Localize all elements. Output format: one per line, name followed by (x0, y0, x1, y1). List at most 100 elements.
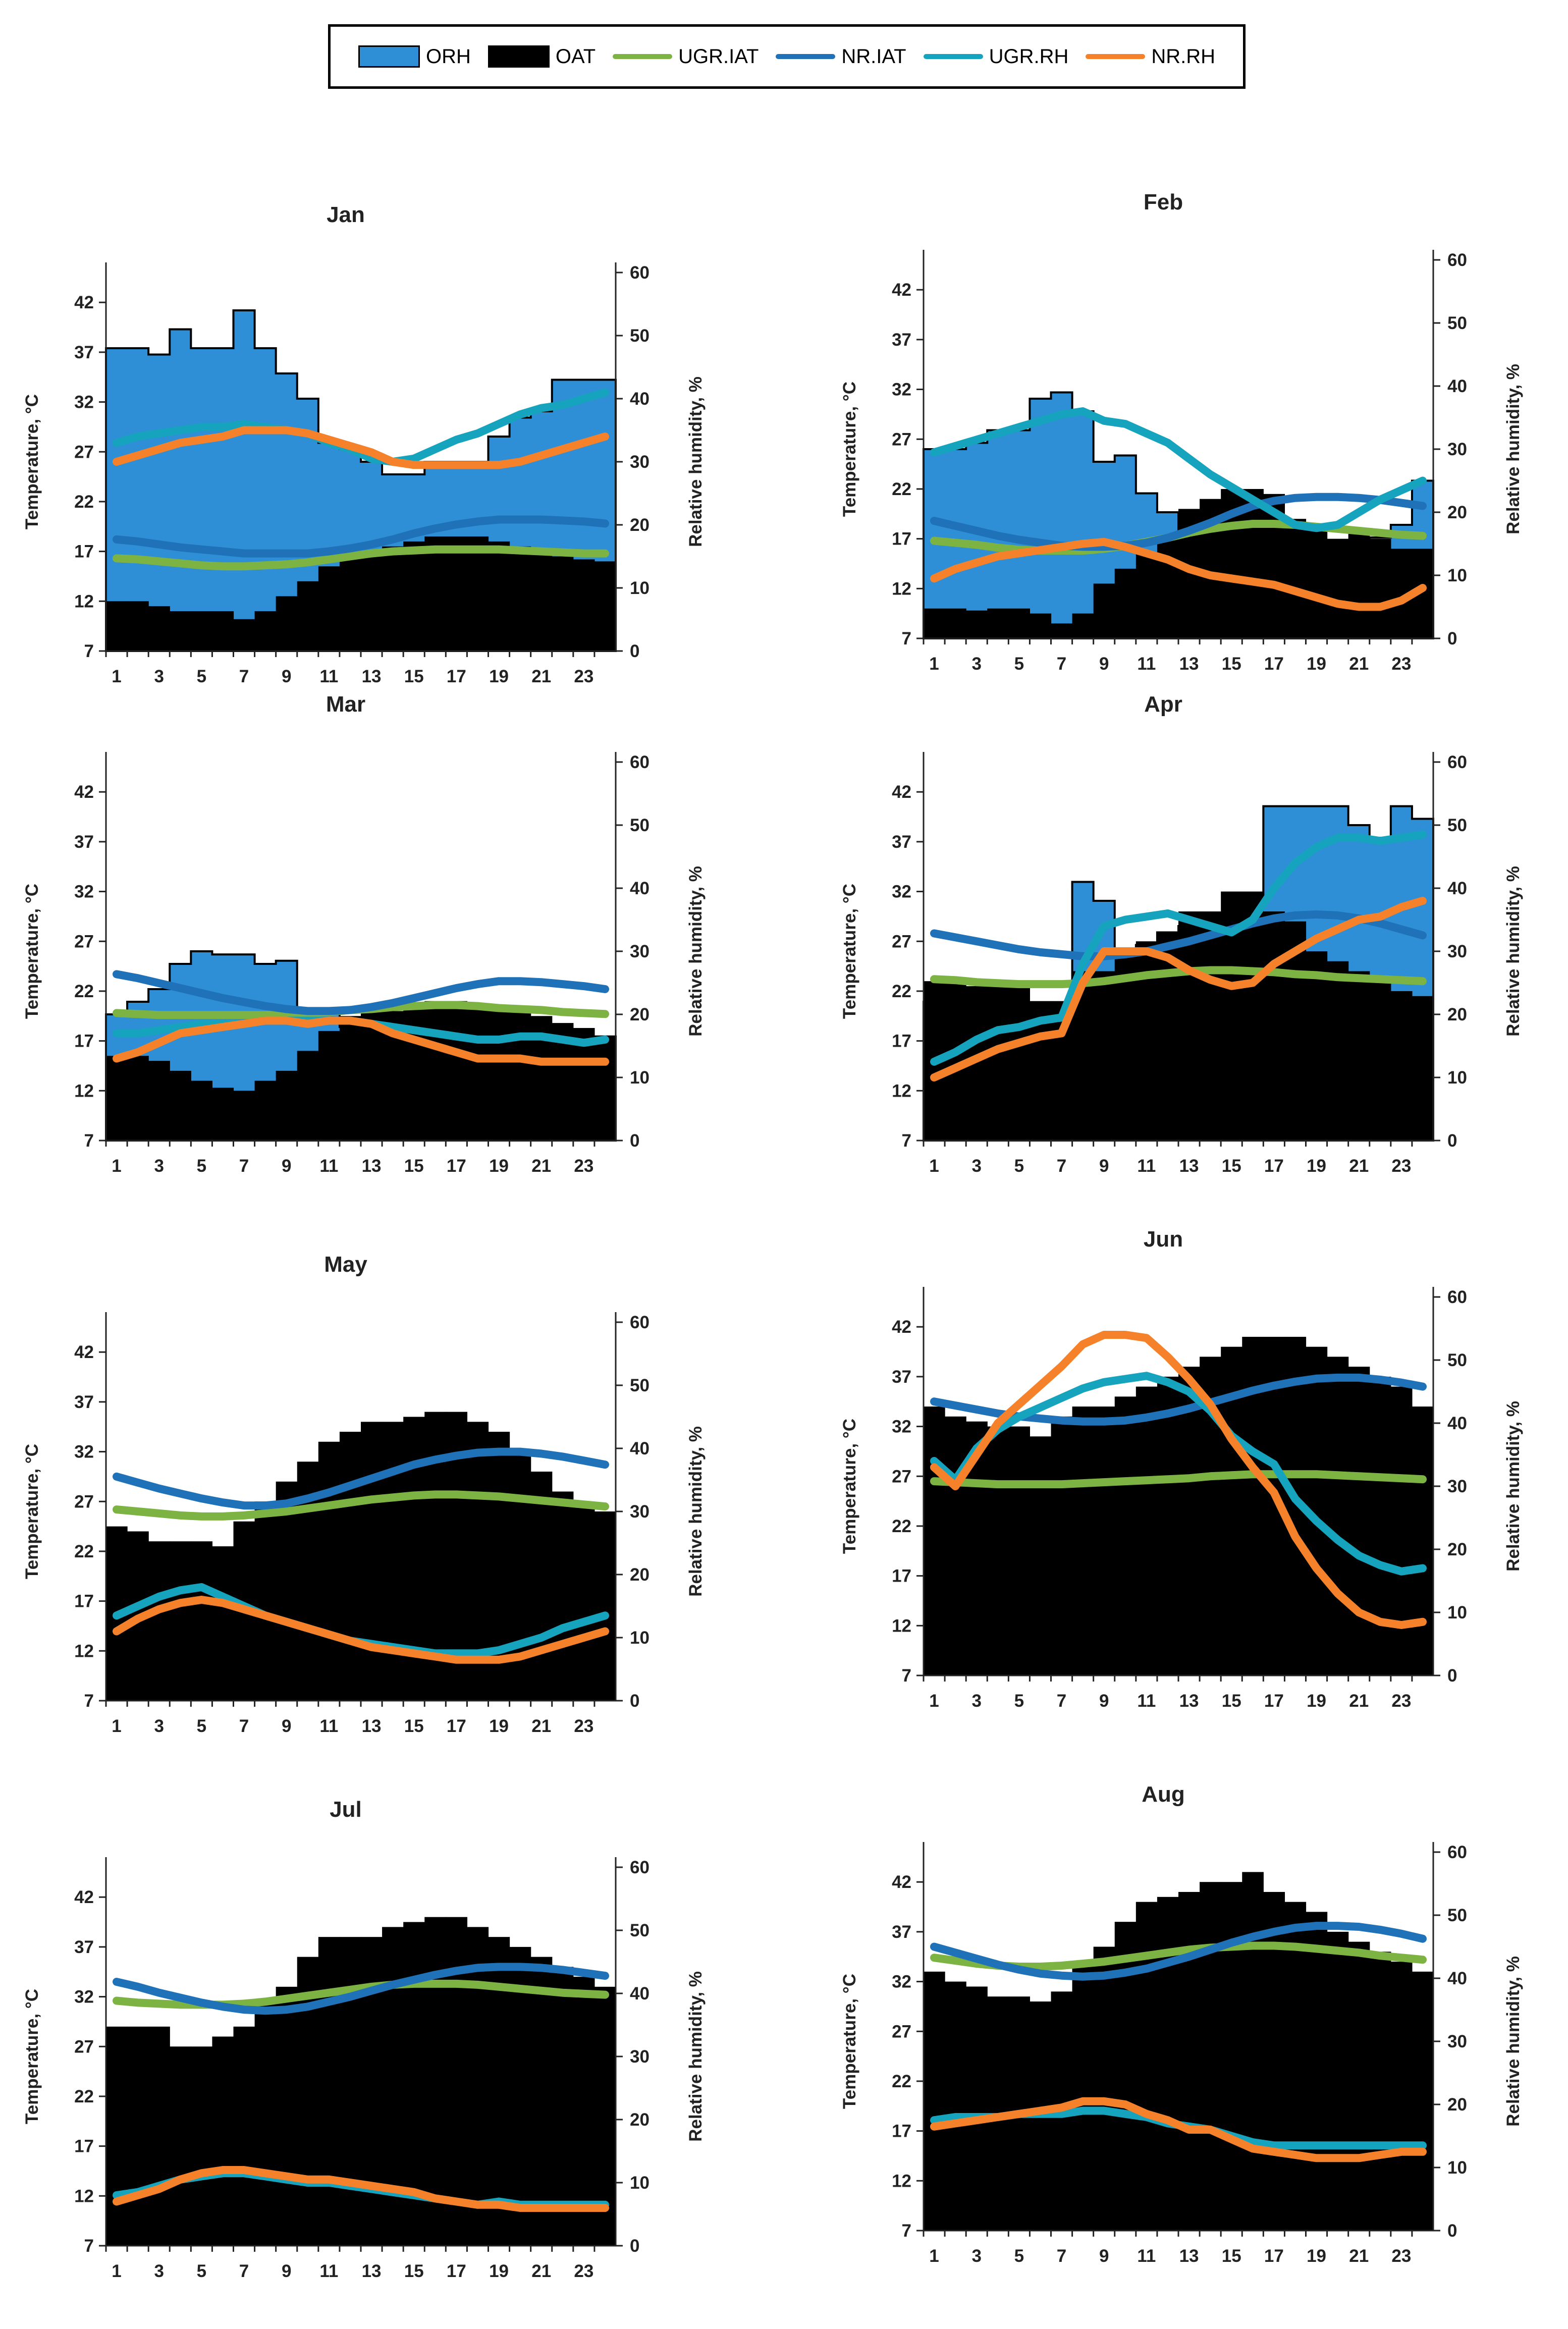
oat-bar (361, 1422, 383, 1701)
x-tick-label: 15 (1222, 654, 1241, 674)
left-tick-label: 17 (74, 542, 94, 562)
series-ugr-iat-line (930, 1470, 1427, 1489)
legend-label-ugr-rh: UGR.RH (989, 45, 1069, 68)
right-tick-label: 50 (1447, 313, 1467, 333)
legend-item-ugr-rh: UGR.RH (923, 45, 1069, 68)
x-tick-label: 21 (531, 1156, 551, 1176)
right-tick-label: 50 (630, 1921, 650, 1940)
series-ugr-rh-line (930, 1372, 1427, 1576)
oat-bar (1136, 554, 1158, 638)
left-tick-label: 32 (74, 1442, 94, 1462)
left-tick-label: 7 (902, 2221, 911, 2241)
right-axis-label: Relative humidity, % (686, 1971, 706, 2142)
right-tick-label: 10 (1447, 1068, 1467, 1088)
right-tick-label: 50 (630, 1376, 650, 1395)
right-tick-label: 60 (1447, 250, 1467, 270)
series-nr-iat-line (113, 1447, 609, 1510)
oat-bar (552, 1967, 574, 2246)
x-tick-label: 15 (1222, 1156, 1241, 1176)
legend-label-orh: ORH (425, 45, 471, 68)
right-tick-label: 30 (1447, 942, 1467, 961)
right-tick-label: 0 (630, 641, 639, 661)
x-tick-label: 3 (971, 1691, 981, 1711)
oat-bar (552, 556, 574, 651)
oat-bar (509, 1451, 531, 1701)
x-tick-label: 11 (319, 1716, 338, 1736)
x-tick-label: 21 (1349, 2246, 1369, 2266)
x-tick-label: 17 (1264, 1691, 1284, 1711)
oat-bar (148, 2026, 170, 2246)
left-tick-label: 42 (74, 293, 94, 312)
oat-bar (1093, 1946, 1115, 2231)
oat-bar (170, 2046, 191, 2246)
left-tick-label: 27 (74, 1492, 94, 1511)
oat-bar (1348, 971, 1370, 1141)
right-tick-label: 0 (630, 2236, 639, 2256)
x-tick-label: 21 (1349, 654, 1369, 674)
x-tick-label: 11 (1137, 2246, 1156, 2266)
right-tick-label: 20 (630, 515, 650, 535)
chart-title: Feb (1144, 190, 1183, 214)
left-tick-label: 7 (84, 1691, 94, 1711)
right-axis-label: Relative humidity, % (686, 866, 706, 1037)
right-tick-label: 60 (1447, 752, 1467, 772)
legend-label-oat: OAT (555, 45, 596, 68)
left-tick-label: 12 (74, 1641, 94, 1661)
right-tick-label: 0 (1447, 629, 1457, 648)
right-tick-label: 20 (1447, 2095, 1467, 2115)
legend-swatch-nr-rh (1086, 54, 1146, 59)
left-tick-label: 37 (74, 343, 94, 362)
oat-bar (987, 608, 1009, 638)
oat-bar (1200, 1882, 1221, 2231)
oat-bar (1093, 971, 1115, 1141)
right-tick-label: 30 (630, 452, 650, 472)
oat-bar (339, 1432, 361, 1701)
oat-bar (424, 1001, 446, 1141)
oat-bar (254, 1080, 277, 1141)
legend-swatch-ugr-rh (923, 54, 983, 59)
x-tick-label: 23 (574, 1156, 593, 1176)
right-axis-label: Relative humidity, % (1503, 1401, 1523, 1572)
oat-bar (1390, 1386, 1413, 1675)
series-nr-iat-line (113, 970, 609, 1015)
oat-bar (1412, 996, 1434, 1141)
oat-bar (1327, 1931, 1349, 2231)
x-tick-label: 5 (197, 667, 206, 686)
right-tick-label: 0 (1447, 2221, 1457, 2241)
legend-item-orh: ORH (358, 45, 471, 68)
oat-bar (1221, 1882, 1242, 2231)
oat-bar (594, 561, 616, 651)
oat-bar (191, 1541, 213, 1701)
x-tick-label: 13 (1179, 1691, 1199, 1711)
left-tick-label: 37 (892, 1367, 911, 1387)
legend-item-nr-rh: NR.RH (1086, 45, 1215, 68)
oat-bar (467, 536, 489, 651)
chart-panel-jul: Jul Temperature, °C Relative humidity, % 7 1… (10, 1781, 742, 2326)
x-tick-label: 13 (362, 667, 382, 686)
series-ugr-iat-line (113, 545, 609, 571)
x-tick-label: 11 (1137, 654, 1156, 674)
right-axis-label: Relative humidity, % (686, 376, 706, 547)
x-tick-label: 7 (239, 2261, 249, 2281)
x-tick-label: 15 (404, 2261, 424, 2281)
oat-bar (924, 1406, 945, 1675)
oat-bar (318, 566, 340, 651)
x-tick-label: 15 (404, 667, 424, 686)
x-tick-label: 13 (1179, 654, 1199, 674)
oat-bar (966, 1986, 988, 2231)
oat-bar (382, 546, 404, 651)
legend-label-ugr-iat: UGR.IAT (678, 45, 759, 68)
x-tick-label: 7 (1057, 654, 1066, 674)
oat-bar (106, 2026, 128, 2246)
oat-bar (1306, 528, 1328, 638)
left-tick-label: 37 (74, 832, 94, 852)
oat-bar (945, 1981, 966, 2231)
oat-bar (509, 1946, 531, 2246)
left-axis-label: Temperature, °C (22, 1989, 42, 2124)
series-nr-rh-line (930, 2097, 1427, 2162)
x-tick-label: 13 (1179, 2246, 1199, 2266)
oat-bar (1093, 1406, 1115, 1675)
right-tick-label: 0 (1447, 1666, 1457, 1686)
oat-bar (212, 611, 234, 651)
